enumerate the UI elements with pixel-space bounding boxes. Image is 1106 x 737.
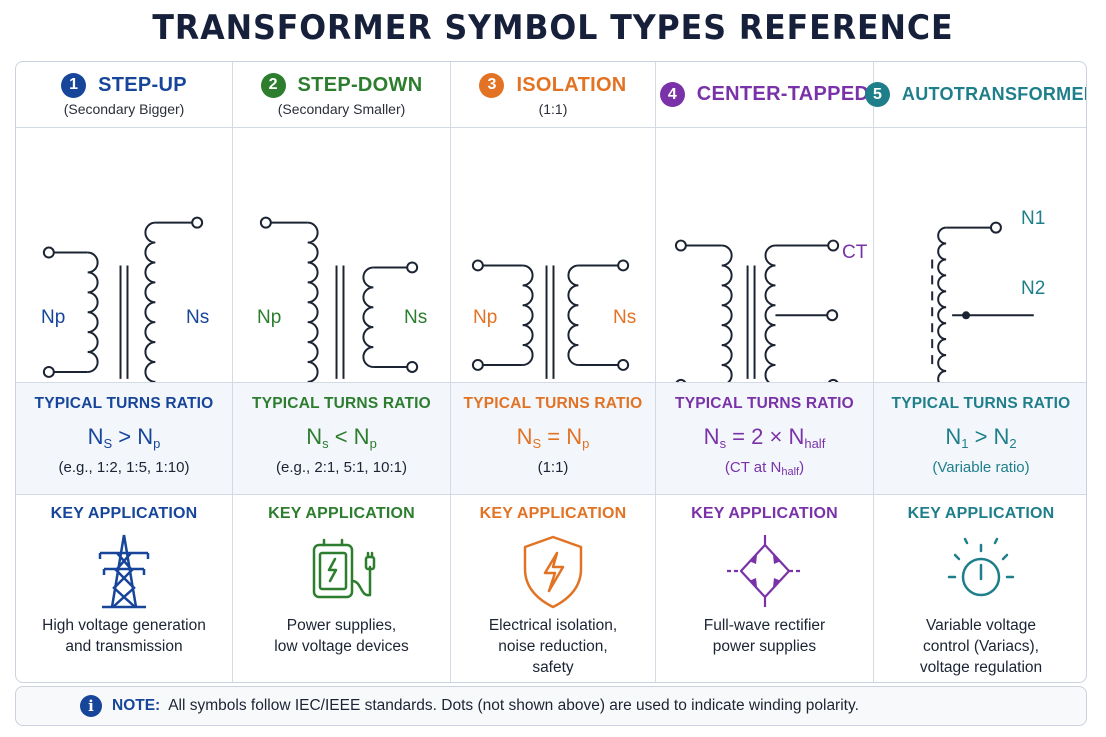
application-label: KEY APPLICATION [268,505,415,522]
column-header-step-down: 2 STEP-DOWN (Secondary Smaller) [233,62,451,128]
ratio-label: TYPICAL TURNS RATIO [252,395,431,412]
application-text: Electrical isolation, noise reduction, s… [488,617,618,676]
column-header-center-tapped: 4 CENTER-TAPPED [656,62,874,128]
center-tapped-transformer-symbol [674,239,840,382]
application-label: KEY APPLICATION [691,505,838,522]
column-header-isolation: 3 ISOLATION (1:1) [451,62,656,128]
symbol-table: 1 STEP-UP (Secondary Bigger) 2 STEP-DOWN… [15,61,1087,683]
application-autotransformer: KEY APPLICATION Variable voltage control… [874,495,1086,682]
column-subtitle: (Secondary Bigger) [63,100,185,117]
column-subtitle: (Secondary Smaller) [277,100,406,117]
column-header-step-up: 1 STEP-UP (Secondary Bigger) [16,62,233,128]
info-icon: i [80,695,102,717]
center-tap-label: CT [842,242,868,263]
application-label: KEY APPLICATION [50,505,198,522]
number-badge: 4 [659,82,685,107]
primary-label: Np [41,307,65,329]
ns-text: Ns [186,307,210,328]
ratio-example: (Variable ratio) [932,459,1030,476]
application-isolation: KEY APPLICATION Electrical isolation, no… [451,495,656,682]
number-badge: 1 [61,72,87,98]
shield-bolt-icon [523,535,583,609]
application-label: KEY APPLICATION [907,505,1055,522]
primary-label: Np [257,307,281,329]
transmission-tower-icon [98,534,150,609]
n1-label: N1 [1021,208,1046,229]
application-text: Variable voltage control (Variacs), volt… [919,617,1043,676]
ratio-step-down: TYPICAL TURNS RATIO Ns < Np (e.g., 2:1, … [233,383,451,495]
symbol-center-tapped [656,128,874,383]
column-header-autotransformer: 5 AUTOTRANSFORMER [864,62,1087,128]
symbol-step-down [233,128,451,383]
ratio-label: TYPICAL TURNS RATIO [675,395,854,412]
ratio-formula: Ns = 2 × Nhalf [703,424,826,451]
bridge-rectifier-icon [726,535,803,607]
primary-label: Np [473,307,497,329]
number-badge: 2 [260,72,286,98]
number-badge: 5 [864,82,890,107]
ratio-formula: NS = Np [516,424,590,451]
step-down-transformer-symbol [259,216,419,382]
ratio-example: (1:1) [537,459,569,476]
application-text: Full-wave rectifier power supplies [703,617,826,655]
ratio-label: TYPICAL TURNS RATIO [34,395,214,412]
page-title: TRANSFORMER SYMBOL TYPES REFERENCE [152,8,954,48]
column-title: STEP-UP [98,73,187,96]
application-text: High voltage generation and transmission [42,617,206,655]
column-title: ISOLATION [516,73,627,96]
ratio-autotransformer: TYPICAL TURNS RATIO N1 > N2 (Variable ra… [874,383,1086,495]
application-center-tapped: KEY APPLICATION Full-wave rectifier powe… [656,495,874,682]
ratio-example: (e.g., 1:2, 1:5, 1:10) [58,459,190,476]
ratio-center-tapped: TYPICAL TURNS RATIO Ns = 2 × Nhalf (CT a… [656,383,874,495]
ratio-example: (e.g., 2:1, 5:1, 10:1) [276,459,407,476]
note-text: All symbols follow IEC/IEEE standards. D… [168,697,859,714]
power-adapter-icon [312,538,375,599]
ns-text: Ns [404,307,428,328]
symbol-autotransformer [874,128,1086,383]
secondary-label: Ns [186,307,209,329]
column-title: STEP-DOWN [297,73,423,96]
application-label: KEY APPLICATION [479,505,627,522]
application-step-up: KEY APPLICATION High voltage generation … [16,495,233,682]
note-label: NOTE: [112,697,161,714]
step-up-transformer-symbol [42,216,204,382]
column-subtitle: (1:1) [538,100,568,117]
ratio-formula: Ns < Np [306,424,377,451]
number-badge: 3 [479,72,505,98]
ratio-formula: N1 > N2 [945,424,1017,451]
ratio-example: (CT at Nhalf) [724,459,805,478]
ratio-label: TYPICAL TURNS RATIO [463,395,643,412]
autotransformer-symbol [931,221,1034,382]
ratio-step-up: TYPICAL TURNS RATIO NS > Np (e.g., 1:2, … [16,383,233,495]
isolation-transformer-symbol [471,259,630,379]
secondary-label: Ns [404,307,427,329]
symbol-step-up [16,128,233,383]
application-step-down: KEY APPLICATION Power supplies, low volt… [233,495,451,682]
np-text: Np [473,307,498,328]
column-title: CENTER-TAPPED [696,83,870,105]
dial-knob-icon [947,537,1015,597]
n2-label: N2 [1021,278,1046,299]
ratio-formula: NS > Np [87,424,161,451]
np-text: Np [41,307,66,328]
ratio-isolation: TYPICAL TURNS RATIO NS = Np (1:1) [451,383,656,495]
note-bar: i NOTE: All symbols follow IEC/IEEE stan… [15,686,1087,726]
symbol-isolation [451,128,656,383]
column-title: AUTOTRANSFORMER [901,84,1087,104]
secondary-label: Ns [613,307,636,329]
application-text: Power supplies, low voltage devices [274,617,409,655]
np-text: Np [257,307,282,328]
ratio-label: TYPICAL TURNS RATIO [891,395,1071,412]
ns-text: Ns [613,307,637,328]
